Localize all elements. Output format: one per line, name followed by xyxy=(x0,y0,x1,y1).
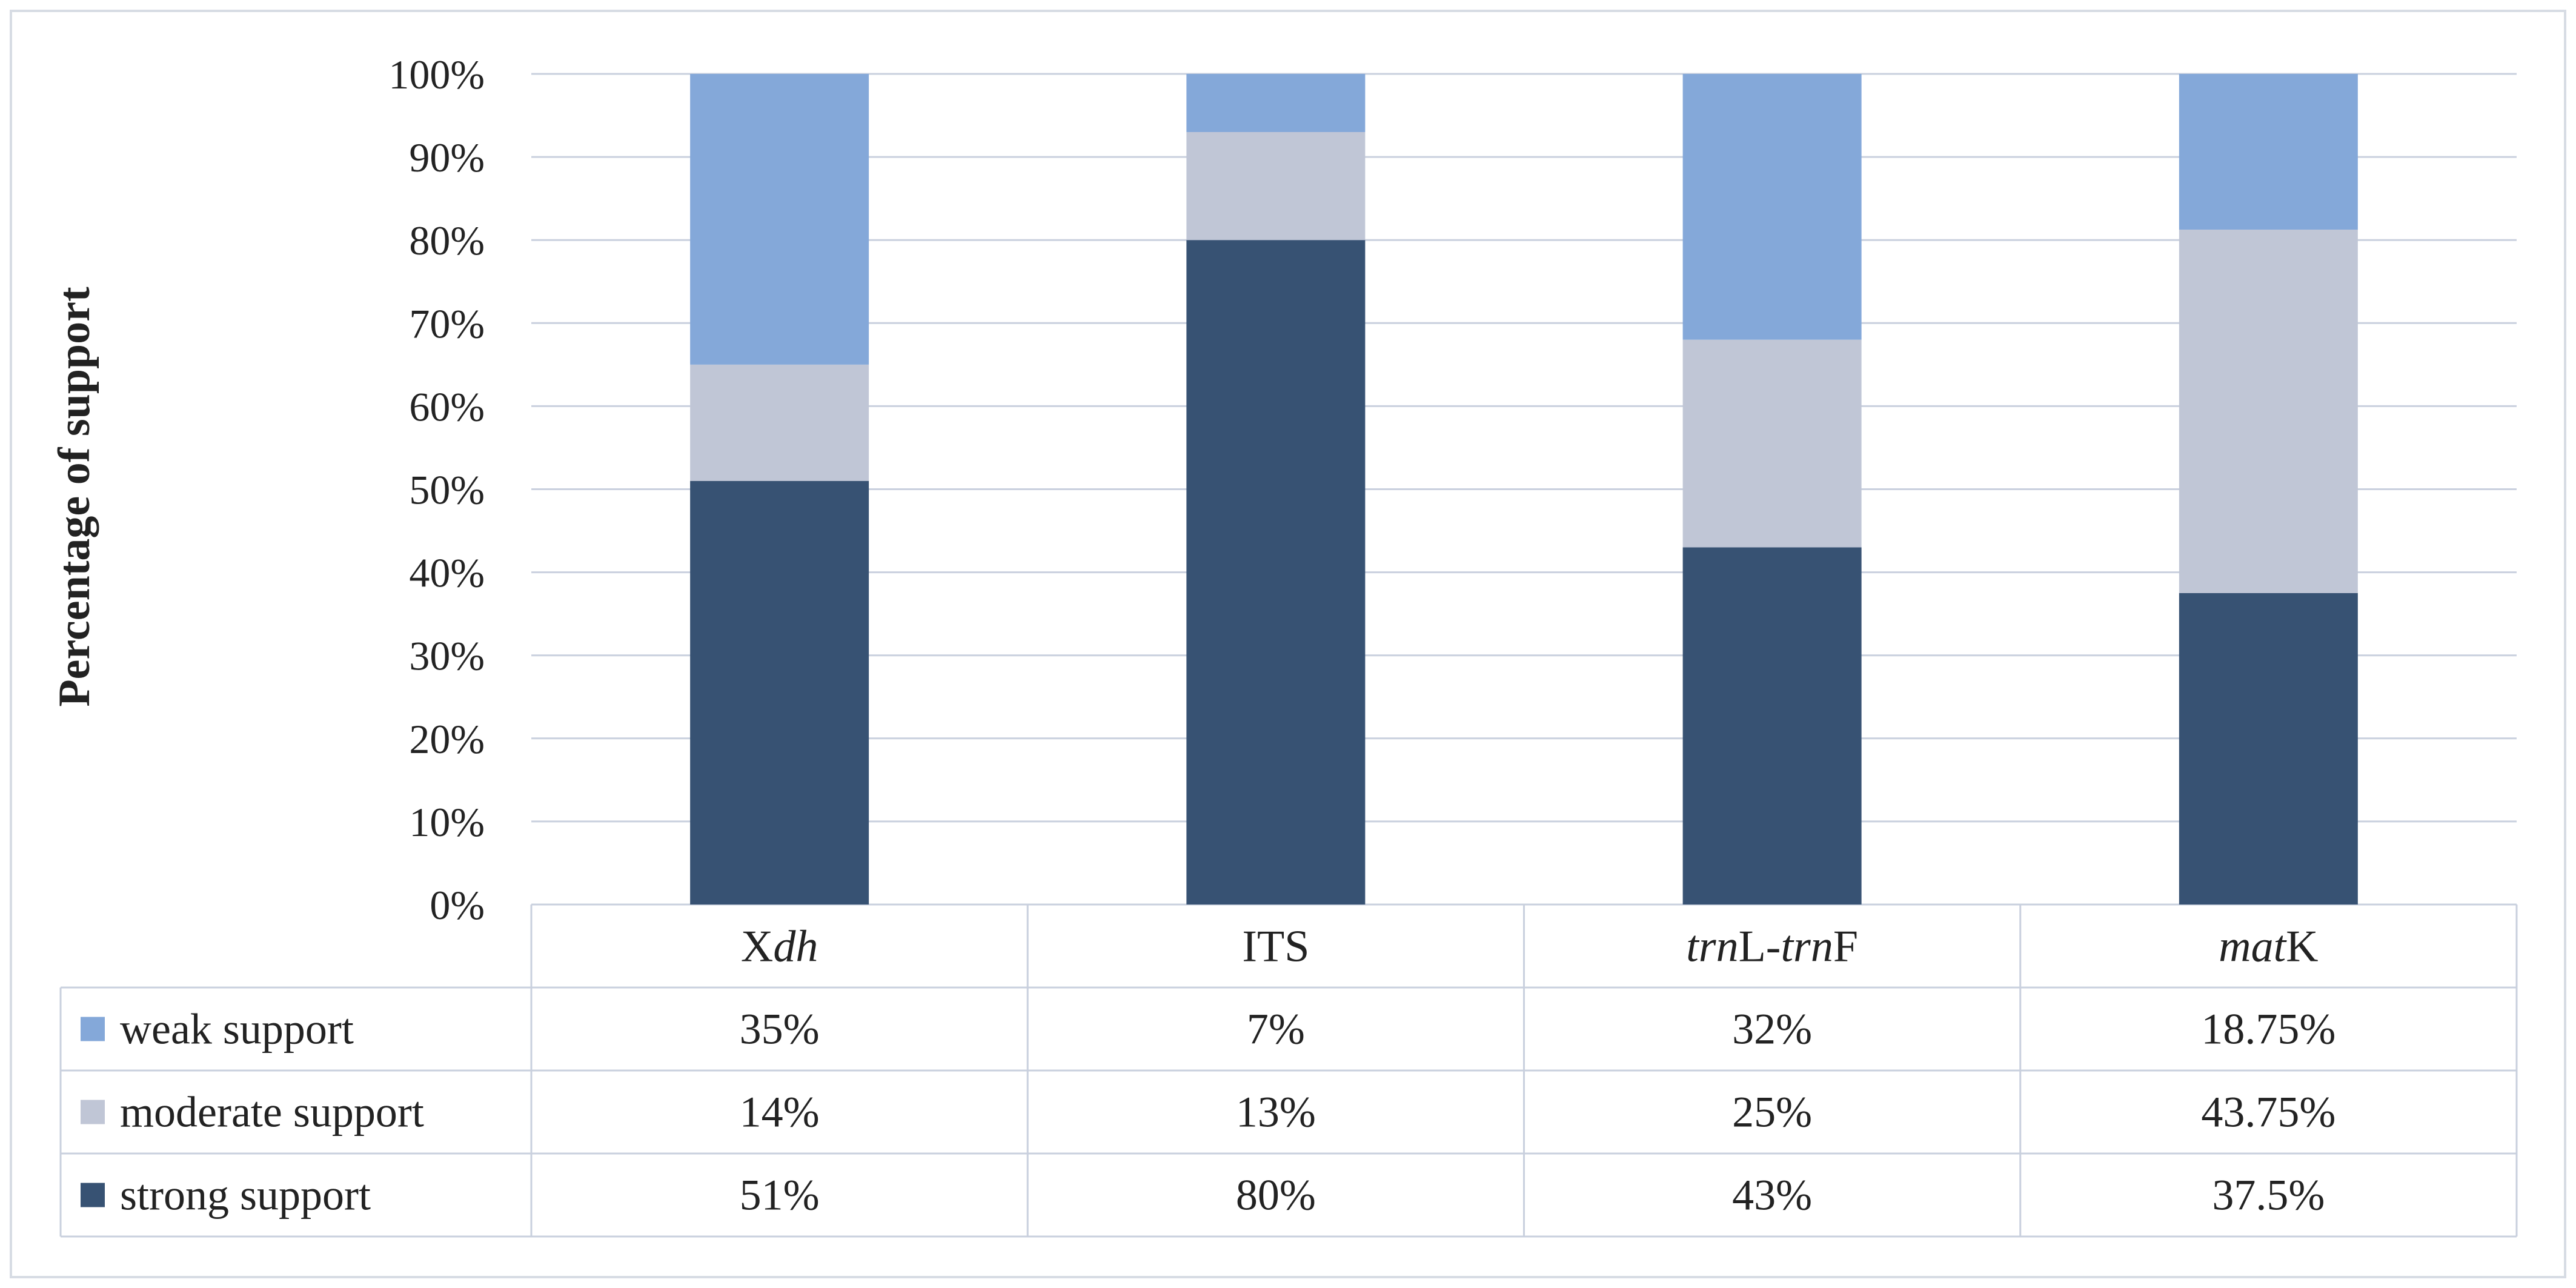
legend-label-moderate-support: moderate support xyxy=(120,1088,424,1137)
bars xyxy=(690,74,2358,905)
category-label: ITS xyxy=(1242,922,1309,972)
table-value: 18.75% xyxy=(2201,1005,2335,1054)
bar-strong-support xyxy=(690,480,869,905)
table-value: 35% xyxy=(740,1005,820,1054)
table-value: 25% xyxy=(1732,1088,1812,1137)
bar-moderate-support xyxy=(1682,339,1862,548)
y-tick-label: 90% xyxy=(409,134,485,181)
y-tick-label: 30% xyxy=(409,633,485,679)
table-value: 13% xyxy=(1236,1088,1316,1137)
table-value: 37.5% xyxy=(2212,1171,2325,1220)
category-label: trnL-trnF xyxy=(1686,922,1858,972)
bar-moderate-support xyxy=(690,364,869,481)
table-value: 80% xyxy=(1236,1171,1316,1220)
y-tick-label: 40% xyxy=(409,550,485,596)
bar-strong-support xyxy=(1682,547,1862,905)
legend-label-weak-support: weak support xyxy=(120,1005,354,1054)
y-tick-label: 80% xyxy=(409,217,485,264)
bar-strong-support xyxy=(1186,240,1366,905)
y-tick-label: 60% xyxy=(409,383,485,430)
category-label: matK xyxy=(2219,922,2318,972)
y-tick-label: 70% xyxy=(409,300,485,347)
y-tick-label: 50% xyxy=(409,467,485,513)
table-value: 43% xyxy=(1732,1171,1812,1220)
bar-moderate-support xyxy=(1186,131,1366,241)
bar-weak-support xyxy=(1186,74,1366,132)
y-tick-label: 100% xyxy=(388,51,485,98)
legend-swatch-moderate-support xyxy=(81,1100,105,1124)
category-label: Xdh xyxy=(741,922,818,972)
y-axis-title: Percentage of support xyxy=(50,287,99,707)
legend-swatch-strong-support xyxy=(81,1183,105,1207)
table-value: 43.75% xyxy=(2201,1088,2335,1137)
data-table: Xdh ITS trnL-trnF matK weak support 35% 7% 32% 1… xyxy=(59,905,2518,1238)
bar-moderate-support xyxy=(2179,230,2358,593)
bar-weak-support xyxy=(690,74,869,365)
table-value: 14% xyxy=(740,1088,820,1137)
legend-label-strong-support: strong support xyxy=(120,1171,371,1220)
y-axis-tick-labels: 0% 10% 20% 30% 40% 50% 60% 70% 80% 90% 100% xyxy=(388,51,485,928)
legend-swatch-weak-support xyxy=(81,1017,105,1041)
table-value: 7% xyxy=(1247,1005,1305,1054)
table-value: 51% xyxy=(740,1171,820,1220)
table-value: 32% xyxy=(1732,1005,1812,1054)
bar-weak-support xyxy=(2179,74,2358,230)
y-tick-label: 0% xyxy=(430,882,485,928)
y-tick-label: 10% xyxy=(409,799,485,845)
y-tick-label: 20% xyxy=(409,716,485,762)
bar-strong-support xyxy=(2179,593,2358,905)
bar-weak-support xyxy=(1682,74,1862,340)
